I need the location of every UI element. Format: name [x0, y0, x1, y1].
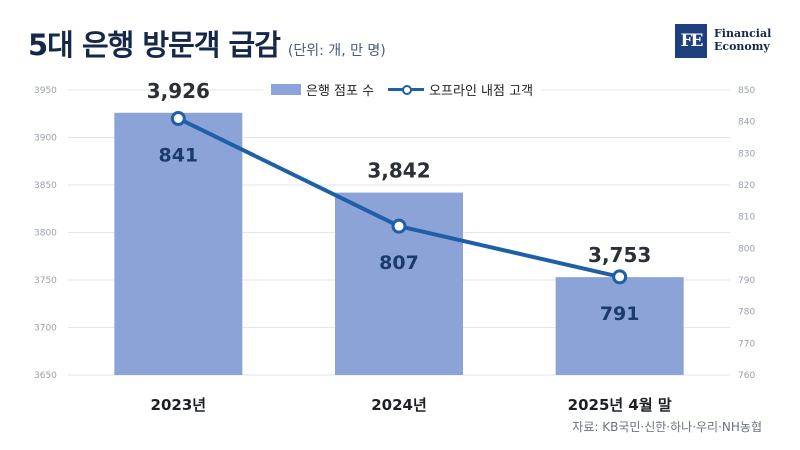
x-tick-label: 2025년 4월 말: [568, 396, 672, 414]
y-right-tick-label: 760: [738, 371, 755, 381]
title-row: 5대 은행 방문객 급감 (단위: 개, 만 명): [28, 22, 386, 64]
y-left-tick-label: 3750: [34, 276, 57, 286]
y-left-tick-label: 3800: [34, 229, 57, 239]
y-right-tick-label: 810: [738, 213, 755, 223]
bar-data-label: 3,926: [147, 79, 210, 103]
bar: [555, 277, 684, 375]
line-point: [170, 111, 186, 126]
y-right-tick-label: 800: [738, 244, 755, 254]
legend-bars-label: 은행 점포 수: [306, 83, 375, 99]
y-right-tick-label: 850: [738, 86, 755, 96]
line-data-label: 791: [600, 303, 640, 325]
y-left-tick-label: 3950: [34, 86, 57, 96]
bar-data-label: 3,842: [367, 159, 430, 183]
legend-item-line: 오프라인 내점 고객: [388, 80, 533, 99]
logo-text: Financial Economy: [714, 27, 771, 53]
bar: [114, 112, 243, 376]
legend-line-label: 오프라인 내점 고객: [429, 83, 534, 99]
logo-line-2: Economy: [714, 40, 770, 53]
y-left-tick-label: 3850: [34, 181, 57, 191]
chart-title: 5대 은행 방문객 급감: [28, 28, 281, 62]
legend-line-swatch: [388, 84, 425, 95]
y-right-tick-label: 820: [738, 181, 755, 191]
line-point: [612, 269, 628, 285]
bar-data-label: 3,753: [588, 243, 651, 267]
line-data-label: 841: [158, 145, 198, 167]
y-right-tick-label: 790: [738, 276, 755, 286]
source-note: 자료: KB국민·신한·하나·우리·NH농협: [572, 420, 762, 434]
legend-bar-swatch: [271, 83, 301, 95]
legend: 은행 점포 수 오프라인 내점 고객: [263, 76, 542, 102]
logo-line-1: Financial: [714, 27, 772, 40]
y-right-tick-label: 780: [738, 308, 755, 318]
y-left-tick-label: 3650: [34, 371, 57, 381]
y-right-tick-label: 830: [738, 149, 755, 159]
y-right-tick-label: 840: [738, 118, 755, 128]
chart-unit: (단위: 개, 만 명): [287, 43, 386, 59]
y-left-tick-label: 3900: [34, 134, 57, 144]
x-tick-label: 2024년: [371, 396, 427, 414]
x-tick-label: 2023년: [151, 396, 207, 414]
y-right-tick-label: 770: [738, 339, 755, 349]
y-left-tick-label: 3700: [34, 324, 57, 334]
line-point: [391, 218, 407, 234]
financial-economy-logo: FE Financial Economy: [675, 24, 775, 60]
line-data-label: 807: [379, 252, 419, 274]
legend-item-bars: 은행 점포 수: [271, 80, 374, 99]
logo-mark: FE: [675, 24, 707, 58]
